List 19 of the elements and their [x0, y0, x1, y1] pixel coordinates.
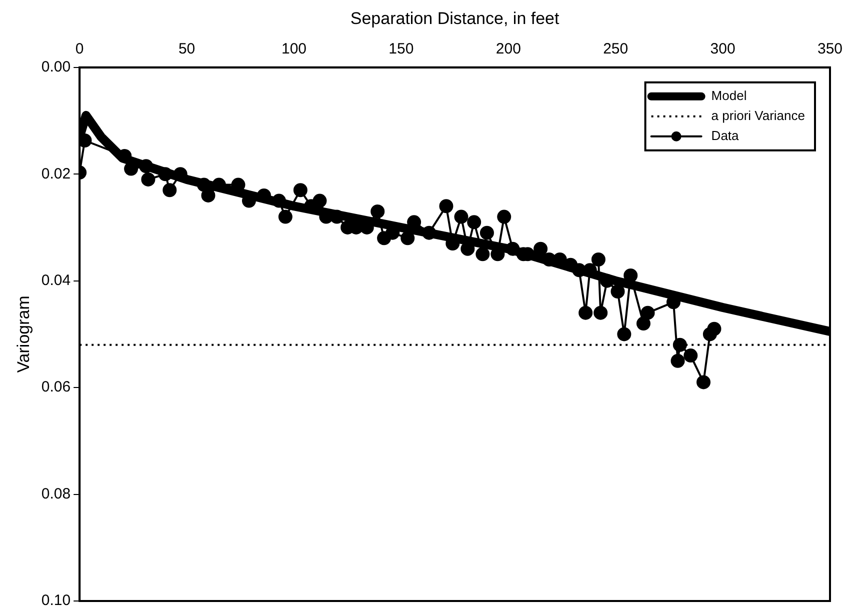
y-tick-label: 0.04	[41, 272, 71, 289]
x-tick-label: 0	[75, 40, 84, 58]
y-tick-label: 0.06	[41, 378, 71, 396]
x-tick-label: 300	[710, 40, 736, 58]
legend-label: Data	[711, 128, 740, 143]
x-tick-label: 50	[178, 40, 196, 58]
x-tick-label: 350	[817, 40, 843, 58]
y-tick-label: 0.10	[41, 592, 71, 610]
legend-label: a priori Variance	[711, 108, 806, 123]
x-tick-label: 250	[603, 40, 628, 58]
x-tick-label: 100	[281, 40, 307, 58]
y-tick-label: 0.08	[41, 485, 71, 502]
x-tick-label: 200	[496, 40, 521, 58]
y-tick-label: 0.00	[41, 58, 71, 76]
y-tick-label: 0.02	[41, 165, 71, 182]
x-tick-label: 150	[388, 40, 414, 58]
x-axis-title: Separation Distance, in feet	[350, 8, 560, 28]
legend-label: Model	[711, 88, 747, 103]
y-axis-title: Variogram	[14, 296, 33, 373]
